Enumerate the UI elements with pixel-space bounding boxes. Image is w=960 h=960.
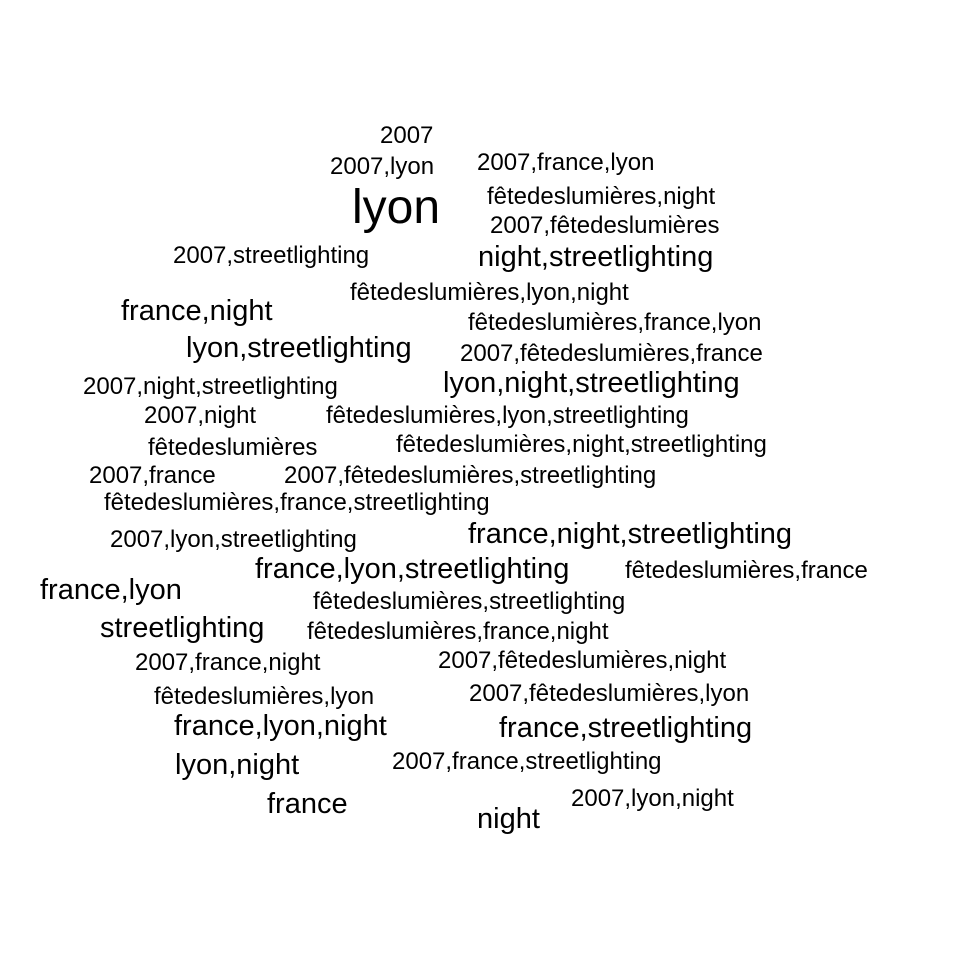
word: fêtedeslumières (148, 434, 318, 461)
word: streetlighting (100, 612, 265, 644)
word: fêtedeslumières,france,night (307, 618, 609, 645)
word: 2007 (380, 122, 434, 149)
word: france,night (121, 295, 273, 327)
word: 2007,fêtedeslumières,streetlighting (284, 462, 657, 489)
word: 2007,fêtedeslumières,lyon (469, 680, 750, 707)
word: france,night,streetlighting (468, 518, 793, 550)
word: 2007,night,streetlighting (83, 373, 338, 400)
word: france,streetlighting (499, 712, 753, 744)
word: 2007,fêtedeslumières,france (460, 340, 763, 367)
word: 2007,france,streetlighting (392, 748, 662, 775)
word: fêtedeslumières,france (625, 557, 868, 584)
word: 2007,fêtedeslumières (490, 212, 720, 239)
word: lyon,night,streetlighting (443, 367, 740, 399)
word: fêtedeslumières,lyon,streetlighting (326, 402, 689, 429)
word: france (267, 788, 348, 820)
word: 2007,lyon,streetlighting (110, 526, 357, 553)
word: france,lyon,night (174, 710, 387, 742)
word: night,streetlighting (478, 241, 714, 273)
word: france,lyon (40, 574, 182, 606)
word: fêtedeslumières,france,lyon (468, 309, 762, 336)
word: 2007,night (144, 402, 257, 429)
word: france,lyon,streetlighting (255, 553, 570, 585)
word: fêtedeslumières,streetlighting (313, 588, 626, 615)
word: 2007,streetlighting (173, 242, 370, 269)
word: fêtedeslumières,night,streetlighting (396, 431, 767, 458)
word: 2007,lyon,night (571, 785, 734, 812)
word: lyon,streetlighting (186, 332, 412, 364)
word: fêtedeslumières,lyon (154, 683, 375, 710)
word: fêtedeslumières,france,streetlighting (104, 489, 490, 516)
word: 2007,fêtedeslumières,night (438, 647, 727, 674)
word: night (477, 803, 540, 835)
word: fêtedeslumières,night (487, 183, 716, 210)
word: lyon,night (175, 749, 300, 781)
word: 2007,france,night (135, 649, 321, 676)
word: lyon (352, 181, 441, 234)
word: 2007,france,lyon (477, 149, 655, 176)
word: 2007,france (89, 462, 216, 489)
word: 2007,lyon (330, 153, 435, 180)
word: fêtedeslumières,lyon,night (350, 279, 629, 306)
